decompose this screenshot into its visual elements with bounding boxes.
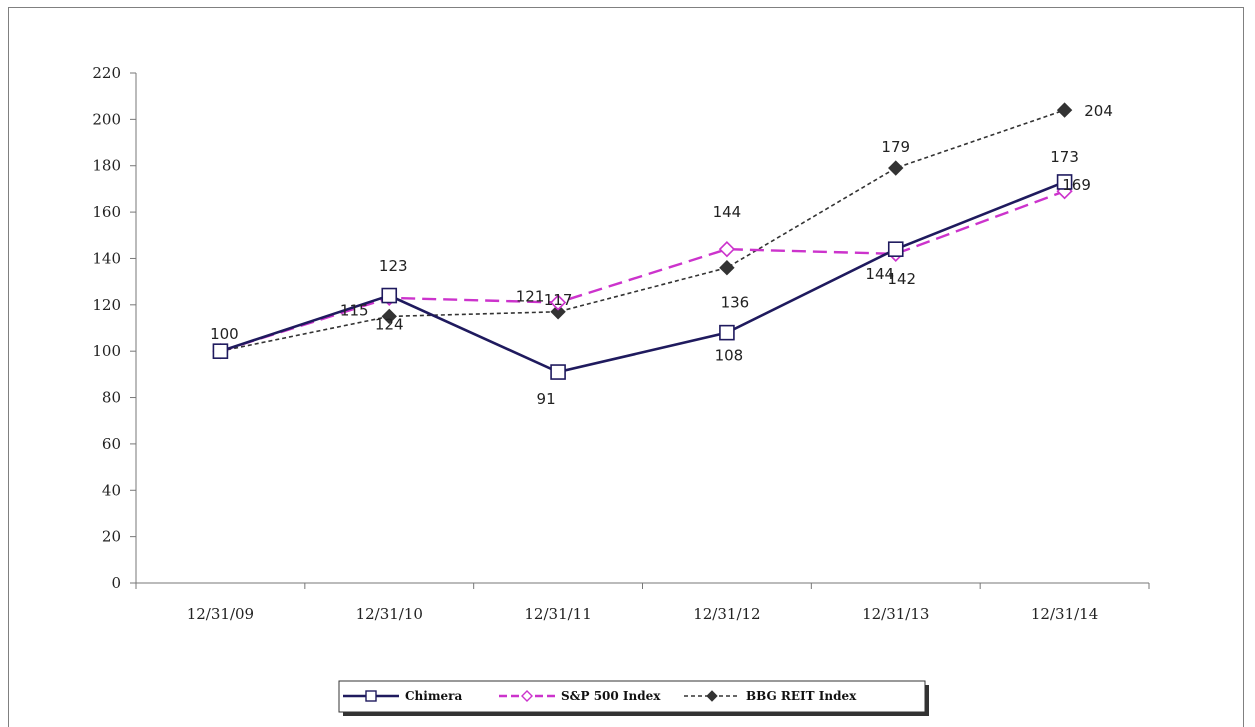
data-label: 123 (379, 257, 408, 275)
chart-axes (130, 72, 1150, 589)
data-point (887, 241, 904, 257)
legend-label: Chimera (405, 689, 462, 703)
data-label: 173 (1050, 148, 1079, 166)
data-point (719, 260, 735, 276)
x-tick-label: 12/31/09 (187, 605, 254, 623)
series-lines (212, 102, 1073, 380)
x-tick-label: 12/31/12 (693, 605, 760, 623)
data-point (212, 343, 229, 359)
data-label: 91 (537, 390, 556, 408)
series-chimera (212, 174, 1073, 380)
x-tick-label: 12/31/14 (1031, 605, 1098, 623)
legend-label: BBG REIT Index (746, 689, 857, 703)
legend-label: S&P 500 Index (561, 689, 661, 703)
data-label: 144 (865, 265, 894, 283)
data-label: 169 (1062, 176, 1091, 194)
legend-marker (365, 690, 377, 702)
data-label: 124 (375, 316, 404, 334)
legend-box (338, 680, 926, 713)
y-tick-label: 0 (111, 574, 121, 592)
y-tick-label: 40 (102, 481, 121, 499)
x-tick-label: 12/31/10 (356, 605, 423, 623)
series-line (220, 180, 1066, 374)
y-tick-label: 140 (92, 249, 121, 267)
data-label: 136 (721, 294, 750, 312)
x-tick-label: 12/31/13 (862, 605, 929, 623)
data-label: 144 (713, 203, 742, 221)
x-tick-label: 12/31/11 (524, 605, 591, 623)
data-label: 100 (210, 325, 239, 343)
y-tick-label: 120 (92, 296, 121, 314)
legend-item: Chimera (343, 689, 462, 703)
legend-marker (706, 690, 718, 702)
data-point (550, 304, 566, 320)
data-label: 142 (887, 270, 916, 288)
series-line (220, 109, 1065, 352)
x-tick-labels: 12/31/09 12/31/10 12/31/11 12/31/12 12/31/13… (187, 605, 1099, 623)
data-point (550, 364, 566, 380)
data-label: 108 (715, 347, 744, 365)
y-tick-label: 100 (92, 342, 121, 360)
data-label: 117 (544, 291, 573, 309)
y-tick-label: 180 (92, 157, 121, 175)
legend-item: S&P 500 Index (499, 689, 661, 703)
y-tick-label: 220 (92, 64, 121, 82)
y-tick-label: 80 (102, 389, 121, 407)
y-tick-label: 20 (102, 528, 121, 546)
y-tick-labels: 0 20 40 60 80 100 120 140 160 180 200 220 (92, 64, 121, 592)
data-point (381, 287, 398, 304)
data-point (381, 308, 397, 325)
data-point (549, 294, 567, 311)
y-tick-label: 60 (102, 435, 121, 453)
data-point (888, 160, 904, 176)
legend: Chimera S&P 500 Index BBG REIT Index (338, 680, 929, 716)
data-point (718, 241, 736, 258)
series-line (220, 190, 1066, 353)
legend-item: BBG REIT Index (684, 689, 857, 703)
data-point (1056, 174, 1073, 190)
data-label: 204 (1084, 102, 1113, 120)
data-point (1056, 102, 1073, 118)
chart-frame: 0 20 40 60 80 100 120 140 160 180 200 220 12/31/09 1… (8, 7, 1244, 727)
y-tick-label: 200 (92, 110, 121, 128)
series-s-p-500-index (212, 183, 1073, 360)
data-point (719, 324, 735, 341)
legend-marker (521, 690, 533, 702)
data-label: 115 (340, 301, 369, 319)
data-label: 121 (516, 288, 545, 306)
y-tick-label: 160 (92, 203, 121, 221)
data-label: 179 (881, 138, 910, 156)
